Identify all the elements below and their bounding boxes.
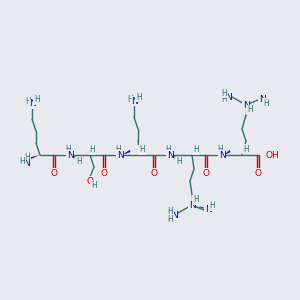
Text: N: N	[132, 97, 138, 106]
Text: H: H	[139, 146, 145, 154]
Text: O: O	[100, 169, 107, 178]
Text: H: H	[115, 146, 121, 154]
Text: H: H	[136, 92, 142, 101]
Text: H: H	[91, 181, 97, 190]
Text: N: N	[243, 100, 249, 109]
Text: N: N	[67, 151, 73, 160]
Text: O: O	[86, 176, 94, 185]
Text: N: N	[171, 211, 177, 220]
Text: H: H	[176, 158, 182, 166]
Text: H: H	[209, 202, 215, 211]
Text: N: N	[22, 160, 29, 169]
Polygon shape	[28, 155, 40, 160]
Polygon shape	[122, 150, 130, 155]
Text: N: N	[189, 200, 195, 209]
Text: H: H	[76, 158, 82, 166]
Text: N: N	[259, 95, 266, 104]
Text: H: H	[165, 146, 171, 154]
Text: O: O	[151, 169, 158, 178]
Text: H: H	[217, 146, 223, 154]
Text: H: H	[24, 154, 30, 163]
Text: H: H	[221, 95, 227, 104]
Text: H: H	[193, 146, 199, 154]
Text: H: H	[25, 97, 31, 106]
Text: O: O	[202, 169, 209, 178]
Text: N: N	[205, 205, 212, 214]
Text: H: H	[243, 145, 249, 154]
Text: N: N	[117, 151, 123, 160]
Text: N: N	[30, 100, 36, 109]
Text: H: H	[193, 196, 199, 205]
Text: O: O	[50, 169, 58, 178]
Text: H: H	[65, 146, 71, 154]
Text: OH: OH	[266, 151, 280, 160]
Text: H: H	[221, 88, 227, 98]
Text: N: N	[225, 92, 231, 101]
Text: H: H	[263, 98, 269, 107]
Text: H: H	[127, 94, 133, 103]
Text: H: H	[167, 214, 173, 224]
Text: N: N	[167, 151, 173, 160]
Text: N: N	[219, 151, 225, 160]
Text: H: H	[34, 95, 40, 104]
Text: H: H	[19, 157, 25, 166]
Text: H: H	[247, 106, 253, 115]
Text: O: O	[254, 169, 262, 178]
Text: H: H	[89, 146, 95, 154]
Polygon shape	[224, 150, 231, 155]
Text: H: H	[167, 208, 173, 217]
